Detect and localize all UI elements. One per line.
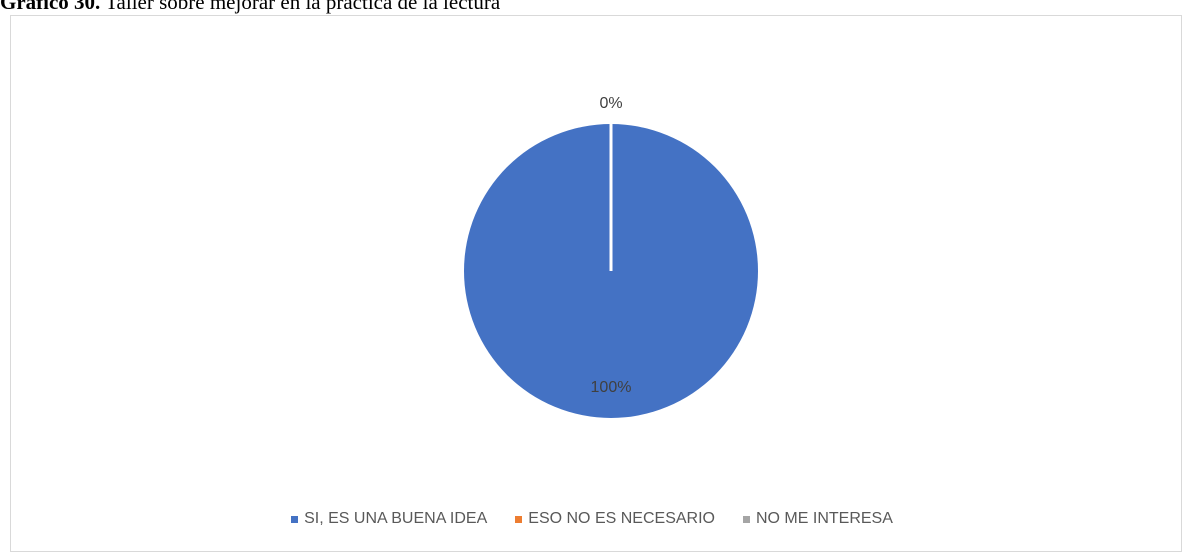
legend-swatch-si-es-una-buena-idea: [291, 515, 299, 523]
legend-label-si-es-una-buena-idea: SI, ES UNA BUENA IDEA: [304, 510, 488, 527]
chart-legend: SI, ES UNA BUENA IDEA ESO NO ES NECESARI…: [0, 510, 1184, 528]
figure-caption-label: Gráfico 30.: [0, 0, 101, 14]
legend-label-eso-no-es-necesario: ESO NO ES NECESARIO: [528, 510, 715, 527]
legend-item-no-me-interesa: NO ME INTERESA: [742, 510, 893, 528]
legend-item-si-es-una-buena-idea: SI, ES UNA BUENA IDEA: [291, 510, 487, 528]
legend-swatch-no-me-interesa: [742, 515, 750, 523]
legend-item-eso-no-es-necesario: ESO NO ES NECESARIO: [515, 510, 715, 528]
legend-swatch-eso-no-es-necesario: [515, 515, 523, 523]
legend-label-no-me-interesa: NO ME INTERESA: [755, 510, 893, 527]
figure-caption: Gráfico 30. Taller sobre mejorar en la p…: [0, 0, 1184, 15]
figure-caption-text: Taller sobre mejorar en la práctica de l…: [105, 0, 501, 14]
data-label-eso-no-es-necesario: 0%: [599, 95, 622, 112]
data-label-si-es-una-buena-idea: 100%: [591, 379, 632, 396]
pie-slices: [464, 124, 758, 418]
